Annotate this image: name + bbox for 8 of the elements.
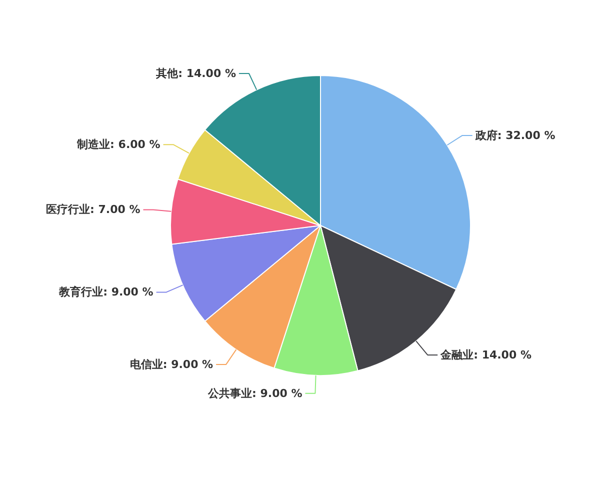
slice-label: 制造业: 6.00 % xyxy=(76,138,160,152)
slice-label: 政府: 32.00 % xyxy=(474,128,556,142)
slice-label: 电信业: 9.00 % xyxy=(130,358,214,371)
slice-label: 医疗行业: 7.00 % xyxy=(46,203,140,216)
slice-label: 其他: 14.00 % xyxy=(155,66,236,80)
slice-label: 公共事业: 9.00 % xyxy=(207,386,302,400)
slice-label: 教育行业: 9.00 % xyxy=(58,286,154,299)
slice-label: 金融业: 14.00 % xyxy=(440,348,532,362)
